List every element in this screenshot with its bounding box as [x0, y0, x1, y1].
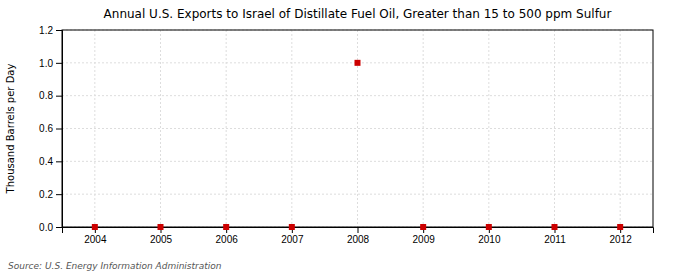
grid-line — [554, 30, 555, 227]
tick-label: 2005 — [150, 234, 173, 245]
grid-line — [357, 30, 358, 227]
grid-line — [62, 161, 653, 162]
tick-label: 2008 — [347, 234, 370, 245]
point — [223, 224, 229, 230]
tick-label: 2007 — [281, 234, 304, 245]
tick-label: 1.2 — [39, 25, 53, 36]
x-axis: 2004 2005 2006 2007 2008 2009 2010 2011 2012 — [63, 227, 654, 245]
grid — [62, 30, 653, 227]
tick: 0.8 — [39, 90, 62, 101]
tick-label: 2004 — [84, 234, 107, 245]
tick: 0.6 — [39, 123, 62, 134]
grid-line — [160, 30, 161, 227]
tick-label: 2006 — [216, 234, 239, 245]
source: Source: U.S. Energy Information Administ… — [8, 261, 222, 271]
tick-label: 0.0 — [39, 222, 53, 233]
tick-mark — [358, 227, 359, 233]
tick-label: 0.8 — [39, 90, 53, 101]
point — [486, 224, 492, 230]
tick-label: 0.2 — [39, 189, 53, 200]
tick-mark — [56, 161, 62, 162]
tick-mark — [56, 129, 62, 130]
plot-frame — [62, 30, 653, 227]
grid-line — [423, 30, 424, 227]
tick-label: 0.6 — [39, 123, 53, 134]
grid-line — [620, 30, 621, 227]
grid-line — [291, 30, 292, 227]
tick: 0.0 — [39, 222, 62, 233]
tick-label: 2011 — [544, 234, 566, 245]
axis-line — [63, 228, 654, 234]
tick: 1.0 — [39, 58, 62, 69]
grid-line — [488, 30, 489, 227]
tick: 0.4 — [39, 156, 62, 167]
grid-line — [62, 128, 653, 129]
tick-label: 0.4 — [39, 156, 53, 167]
grid-line — [94, 30, 95, 227]
y-axis: 0.0 0.2 0.4 0.6 0.8 1.0 1.2 — [39, 25, 62, 233]
tick-label: 2012 — [610, 234, 633, 245]
point — [420, 224, 426, 230]
tick: 1.2 — [39, 25, 62, 36]
marks — [92, 60, 623, 230]
tick-mark — [56, 30, 62, 31]
tick-mark — [56, 194, 62, 195]
chart: 2004200520062007200820092010201120120.00… — [0, 0, 675, 275]
tick-label: 1.0 — [39, 58, 53, 69]
tick: 0.2 — [39, 189, 62, 200]
tick: 2008 — [347, 227, 370, 245]
point — [552, 224, 558, 230]
point — [92, 224, 98, 230]
plot: 2004200520062007200820092010201120120.00… — [39, 25, 653, 245]
point — [289, 224, 295, 230]
tick-mark — [56, 96, 62, 97]
title: Annual U.S. Exports to Israel of Distill… — [104, 7, 612, 21]
point — [355, 60, 361, 66]
point — [158, 224, 164, 230]
point — [617, 224, 623, 230]
tick-label: 2009 — [413, 234, 436, 245]
y-axis-title: Thousand Barrels per Day — [5, 64, 16, 195]
grid-line — [226, 30, 227, 227]
tick-mark — [56, 227, 62, 228]
tick-label: 2010 — [478, 234, 501, 245]
tick-mark — [56, 63, 62, 64]
